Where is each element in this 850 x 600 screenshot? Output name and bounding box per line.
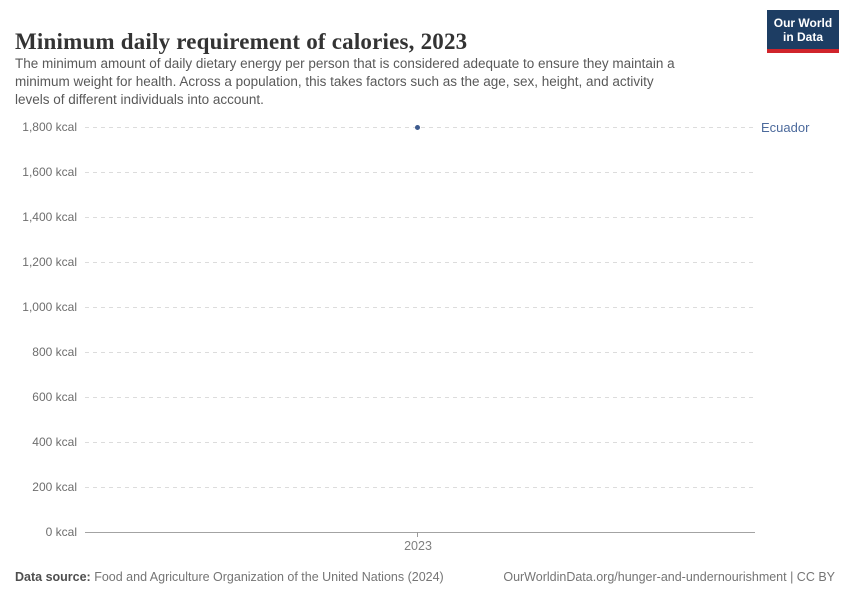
gridline bbox=[85, 217, 755, 218]
y-axis-tick-label: 1,600 kcal bbox=[22, 165, 77, 179]
data-source-label: Data source: bbox=[15, 570, 91, 584]
x-axis-tick-mark bbox=[417, 532, 418, 537]
x-axis-tick-label: 2023 bbox=[404, 539, 432, 553]
gridline bbox=[85, 352, 755, 353]
chart-footer: Data source: Food and Agriculture Organi… bbox=[15, 570, 835, 584]
chart-subtitle: The minimum amount of daily dietary ener… bbox=[15, 55, 755, 109]
data-source-value: Food and Agriculture Organization of the… bbox=[90, 570, 444, 584]
gridline bbox=[85, 487, 755, 488]
gridline bbox=[85, 442, 755, 443]
gridline bbox=[85, 262, 755, 263]
data-point-ecuador-2023[interactable] bbox=[415, 125, 420, 130]
gridline bbox=[85, 172, 755, 173]
page-title: Minimum daily requirement of calories, 2… bbox=[15, 29, 468, 55]
y-axis-tick-label: 1,000 kcal bbox=[22, 300, 77, 314]
owid-logo: Our World in Data bbox=[767, 10, 839, 53]
owid-logo-line2: in Data bbox=[782, 30, 823, 44]
owid-url-license-link[interactable]: OurWorldinData.org/hunger-and-undernouri… bbox=[503, 570, 835, 584]
subtitle-line: The minimum amount of daily dietary ener… bbox=[15, 56, 675, 71]
y-axis-tick-label: 400 kcal bbox=[32, 435, 77, 449]
y-axis-tick-label: 600 kcal bbox=[32, 390, 77, 404]
gridline bbox=[85, 127, 755, 128]
x-axis-line bbox=[85, 532, 755, 533]
y-axis-tick-label: 1,400 kcal bbox=[22, 210, 77, 224]
gridline bbox=[85, 307, 755, 308]
y-axis-tick-label: 0 kcal bbox=[45, 525, 77, 539]
data-source-note: Data source: Food and Agriculture Organi… bbox=[15, 570, 444, 584]
subtitle-line: levels of different individuals into acc… bbox=[15, 92, 264, 107]
y-axis-tick-label: 1,200 kcal bbox=[22, 255, 77, 269]
owid-logo-line1: Our World bbox=[773, 16, 833, 30]
subtitle-line: minimum weight for health. Across a popu… bbox=[15, 74, 654, 89]
y-axis-tick-label: 200 kcal bbox=[32, 480, 77, 494]
entity-label-ecuador[interactable]: Ecuador bbox=[761, 120, 810, 135]
gridline bbox=[85, 397, 755, 398]
y-axis-tick-label: 800 kcal bbox=[32, 345, 77, 359]
y-axis-tick-label: 1,800 kcal bbox=[22, 120, 77, 134]
